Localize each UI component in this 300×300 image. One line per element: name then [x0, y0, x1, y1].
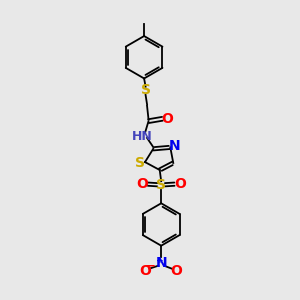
Text: −: − — [144, 259, 156, 272]
Text: S: S — [135, 156, 145, 170]
Text: HN: HN — [132, 130, 152, 143]
Text: O: O — [139, 264, 151, 278]
Text: N: N — [155, 256, 167, 270]
Text: +: + — [157, 256, 164, 265]
Text: O: O — [174, 177, 186, 191]
Text: O: O — [137, 177, 148, 191]
Text: N: N — [169, 139, 180, 153]
Text: O: O — [171, 264, 182, 278]
Text: O: O — [161, 112, 173, 126]
Text: S: S — [156, 178, 166, 192]
Text: S: S — [141, 82, 151, 97]
